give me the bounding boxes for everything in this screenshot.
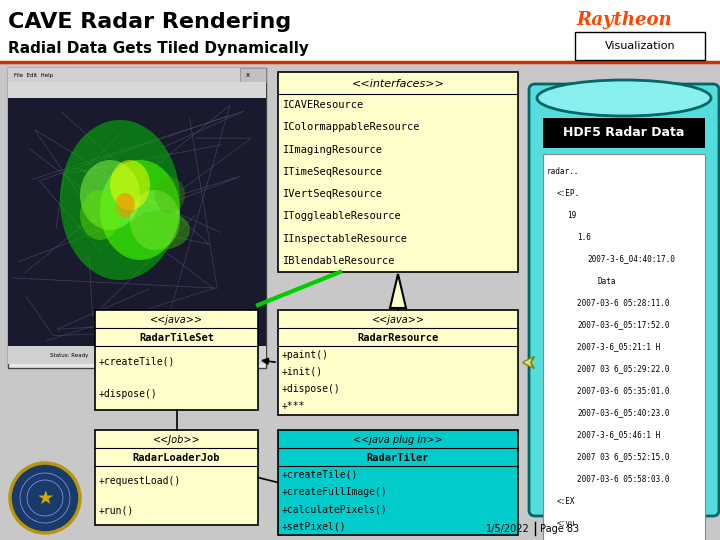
Text: <:EX: <:EX bbox=[557, 496, 575, 505]
Bar bbox=[543, 118, 705, 148]
Text: IColormappableResource: IColormappableResource bbox=[283, 123, 420, 132]
Bar bbox=[278, 72, 518, 272]
Text: <<java>>: <<java>> bbox=[372, 315, 425, 325]
Text: +dispose(): +dispose() bbox=[282, 384, 341, 394]
Text: ★: ★ bbox=[36, 489, 54, 508]
Text: 2007-3-6_05:46:1 H: 2007-3-6_05:46:1 H bbox=[577, 430, 660, 440]
Ellipse shape bbox=[130, 210, 190, 250]
Ellipse shape bbox=[115, 193, 135, 217]
Text: +***: +*** bbox=[282, 401, 305, 411]
Text: +init(): +init() bbox=[282, 367, 323, 377]
Bar bbox=[8, 68, 266, 368]
Text: +createFullImage(): +createFullImage() bbox=[282, 487, 388, 497]
Text: RadarResource: RadarResource bbox=[357, 333, 438, 343]
Text: <<java plug in>>: <<java plug in>> bbox=[354, 435, 443, 445]
Bar bbox=[95, 310, 258, 410]
Text: IBlendableResource: IBlendableResource bbox=[283, 256, 395, 266]
Text: +requestLoad(): +requestLoad() bbox=[99, 476, 181, 486]
Bar bbox=[575, 32, 705, 60]
Text: RadarLoaderJob: RadarLoaderJob bbox=[132, 453, 220, 463]
Ellipse shape bbox=[110, 160, 150, 210]
Text: +createTile(): +createTile() bbox=[282, 470, 359, 480]
Text: HDF5 Radar Data: HDF5 Radar Data bbox=[563, 126, 685, 139]
Ellipse shape bbox=[80, 160, 140, 230]
Text: IInspectableResource: IInspectableResource bbox=[283, 234, 408, 244]
Bar bbox=[8, 82, 266, 98]
Ellipse shape bbox=[60, 120, 180, 280]
Text: File  Edit  Help: File Edit Help bbox=[14, 72, 53, 78]
Circle shape bbox=[10, 463, 80, 533]
Bar bbox=[8, 346, 266, 364]
Bar bbox=[8, 98, 266, 346]
Text: <<java>>: <<java>> bbox=[150, 315, 203, 325]
Text: 2007-03-6 05:35:01.0: 2007-03-6 05:35:01.0 bbox=[577, 387, 670, 395]
Text: 2007-3-6_05:21:1 H: 2007-3-6_05:21:1 H bbox=[577, 342, 660, 352]
Bar bbox=[8, 68, 266, 82]
Text: IToggleableResource: IToggleableResource bbox=[283, 211, 402, 221]
Text: RadarTiler: RadarTiler bbox=[366, 453, 429, 463]
Bar bbox=[95, 430, 258, 525]
Text: Data: Data bbox=[597, 276, 616, 286]
Text: RadarTileSet: RadarTileSet bbox=[139, 333, 214, 343]
Bar bbox=[240, 68, 266, 82]
Ellipse shape bbox=[155, 177, 185, 213]
Text: 2007-03-6 05:28:11.0: 2007-03-6 05:28:11.0 bbox=[577, 299, 670, 307]
Text: 1.6: 1.6 bbox=[577, 233, 591, 241]
Bar bbox=[278, 430, 518, 535]
Text: Page 83: Page 83 bbox=[540, 524, 579, 534]
Text: +calculatePixels(): +calculatePixels() bbox=[282, 504, 388, 514]
Ellipse shape bbox=[100, 160, 180, 260]
Bar bbox=[0, 0, 720, 62]
Text: +createTile(): +createTile() bbox=[99, 357, 176, 367]
Ellipse shape bbox=[80, 190, 120, 240]
Text: 2007 03 6_05:29:22.0: 2007 03 6_05:29:22.0 bbox=[577, 364, 670, 374]
Text: +run(): +run() bbox=[99, 505, 134, 515]
Text: radar..: radar.. bbox=[547, 166, 580, 176]
Text: Visualization: Visualization bbox=[605, 41, 675, 51]
Text: 2007-3-6_04:40:17.0: 2007-3-6_04:40:17.0 bbox=[587, 254, 675, 264]
Bar bbox=[278, 310, 518, 415]
FancyBboxPatch shape bbox=[529, 84, 719, 516]
Text: Radial Data Gets Tiled Dynamically: Radial Data Gets Tiled Dynamically bbox=[8, 40, 309, 56]
Text: 1/5/2022: 1/5/2022 bbox=[486, 524, 530, 534]
Polygon shape bbox=[390, 274, 406, 308]
Ellipse shape bbox=[537, 80, 711, 116]
Text: ICAVEResource: ICAVEResource bbox=[283, 100, 364, 110]
Text: <:yu: <:yu bbox=[557, 518, 575, 528]
Bar bbox=[543, 154, 705, 540]
Text: 2007-03-6_05:17:52.0: 2007-03-6_05:17:52.0 bbox=[577, 321, 670, 329]
Text: +dispose(): +dispose() bbox=[99, 389, 158, 399]
Text: 2007-03-6 05:58:03.0: 2007-03-6 05:58:03.0 bbox=[577, 475, 670, 483]
Text: +paint(): +paint() bbox=[282, 349, 329, 360]
Text: 2007 03 6_05:52:15.0: 2007 03 6_05:52:15.0 bbox=[577, 453, 670, 462]
Text: +setPixel(): +setPixel() bbox=[282, 522, 346, 531]
Ellipse shape bbox=[130, 190, 180, 250]
Text: Raytheon: Raytheon bbox=[576, 11, 672, 29]
Text: CAVE Radar Rendering: CAVE Radar Rendering bbox=[8, 12, 292, 32]
Text: 19: 19 bbox=[567, 211, 576, 219]
Text: IVertSeqResource: IVertSeqResource bbox=[283, 189, 383, 199]
Text: <<interfaces>>: <<interfaces>> bbox=[351, 79, 444, 89]
Text: x: x bbox=[246, 72, 250, 78]
Text: <<Job>>: <<Job>> bbox=[153, 435, 200, 445]
Text: ITimeSeqResource: ITimeSeqResource bbox=[283, 167, 383, 177]
Text: 2007-03-6_05:40:23.0: 2007-03-6_05:40:23.0 bbox=[577, 408, 670, 417]
Text: <:EP.: <:EP. bbox=[557, 188, 580, 198]
Text: IImagingResource: IImagingResource bbox=[283, 145, 383, 154]
Text: Status: Ready: Status: Ready bbox=[50, 353, 89, 357]
